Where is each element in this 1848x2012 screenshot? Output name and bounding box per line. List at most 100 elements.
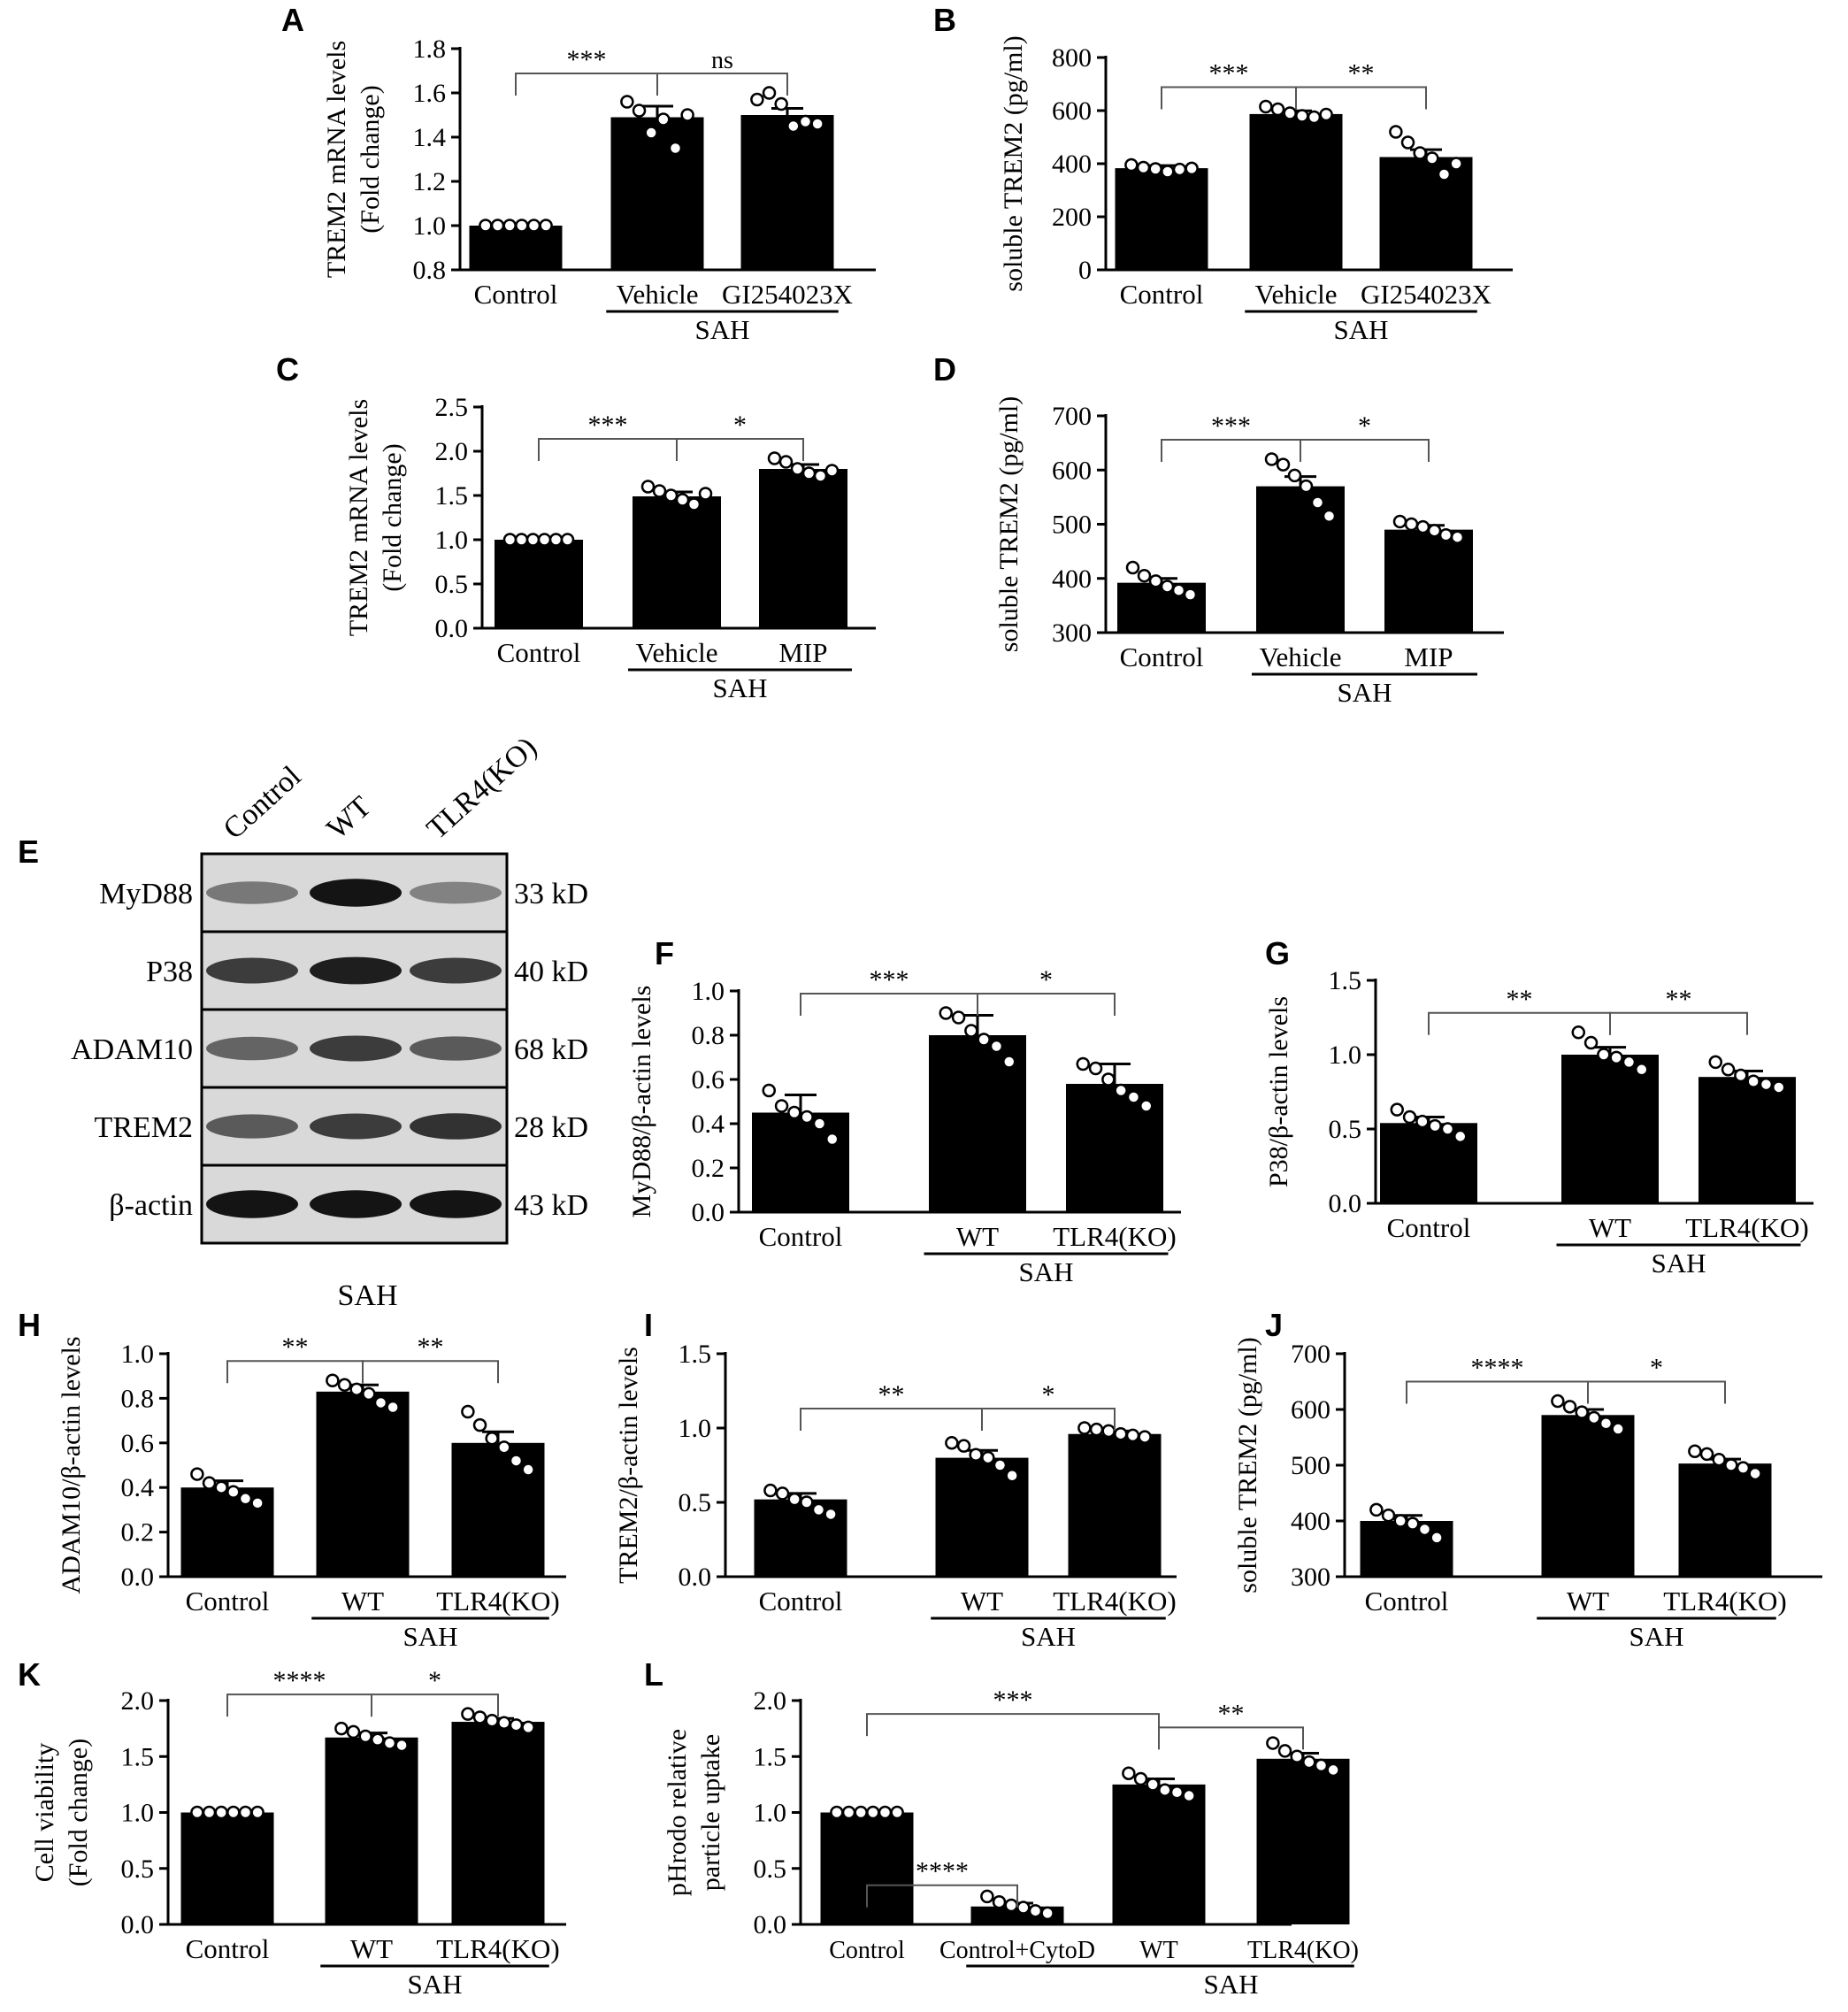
x-tick-label: GI254023X <box>1361 279 1491 310</box>
panel-letter-h: H <box>18 1307 41 1343</box>
x-tick-label: TLR4(KO) <box>1053 1586 1176 1617</box>
bar-control <box>495 540 583 628</box>
data-point <box>778 455 794 469</box>
data-point <box>800 1110 814 1125</box>
data-point <box>1562 1400 1577 1414</box>
data-point <box>762 86 777 100</box>
data-point <box>1136 160 1151 175</box>
data-point <box>830 1805 844 1820</box>
data-point <box>1430 1531 1444 1545</box>
data-point <box>1734 1068 1748 1083</box>
data-point <box>1158 1783 1172 1797</box>
bar-wt <box>316 1391 410 1577</box>
molecular-weight-label: 40 kD <box>514 956 588 988</box>
group-label: SAH <box>1337 677 1392 708</box>
data-point <box>1124 157 1139 173</box>
significance-label: * <box>733 411 747 440</box>
significance-bracket <box>1587 1380 1726 1404</box>
data-point <box>349 1382 364 1397</box>
data-point <box>1571 1025 1585 1040</box>
data-point <box>1381 1508 1396 1523</box>
x-tick-label: Control <box>474 279 558 310</box>
data-point <box>1314 1758 1329 1773</box>
y-tick-label: 700 <box>1291 1340 1330 1369</box>
x-tick-label: Control <box>829 1937 905 1964</box>
y-tick-label: 2.0 <box>754 1686 787 1716</box>
y-tick-label: 1.2 <box>413 167 447 196</box>
western-blot-panel: E Control WT TLR4(KO) MyD88 33 kD P38 40 kD ADAM… <box>18 731 588 1312</box>
data-point <box>502 219 517 233</box>
data-point <box>1287 468 1302 483</box>
data-point <box>1699 1447 1714 1462</box>
bar-mip <box>1384 529 1473 633</box>
y-tick-label: 500 <box>1291 1451 1330 1480</box>
group-label: SAH <box>712 672 767 703</box>
group-label: SAH <box>1629 1621 1683 1652</box>
significance-bracket <box>1295 86 1427 110</box>
data-point <box>680 108 694 122</box>
data-point <box>1137 568 1152 583</box>
data-point <box>1400 135 1415 150</box>
molecular-weight-label: 33 kD <box>514 878 588 910</box>
y-tick-label: 1.0 <box>754 1799 787 1828</box>
x-tick-label: TLR4(KO) <box>1685 1212 1808 1243</box>
data-point <box>1114 1083 1128 1098</box>
data-point <box>969 1448 983 1462</box>
bar-tlr4-ko- <box>1256 1758 1350 1924</box>
significance-bracket <box>362 1360 499 1384</box>
significance-label: * <box>428 1666 441 1695</box>
y-tick-label: 1.0 <box>435 526 469 555</box>
significance-label: * <box>1650 1354 1663 1383</box>
data-point <box>790 462 805 476</box>
data-point <box>786 119 801 134</box>
bar-gi254023x <box>740 115 834 270</box>
data-point <box>1183 587 1198 602</box>
data-point <box>190 1467 204 1481</box>
data-point <box>1393 1514 1407 1528</box>
data-point <box>767 451 782 465</box>
y-tick-label: 600 <box>1052 456 1092 485</box>
data-point <box>461 1404 475 1419</box>
group-label: SAH <box>1021 1621 1076 1652</box>
x-tick-label: TLR4(KO) <box>436 1586 559 1617</box>
data-point <box>334 1721 349 1736</box>
x-tick-label: MIP <box>778 637 827 668</box>
data-point <box>1427 524 1442 538</box>
data-point <box>514 533 529 547</box>
data-point <box>1326 1762 1340 1778</box>
panel-letter-l: L <box>644 1656 663 1693</box>
data-point <box>620 95 634 109</box>
data-point <box>989 1039 1004 1054</box>
group-label: SAH <box>407 1969 462 2000</box>
lane-label: Control <box>218 760 308 846</box>
y-tick-label: 0 <box>1078 256 1092 285</box>
data-point <box>1148 162 1162 176</box>
bar-vehicle <box>633 496 721 628</box>
data-point <box>337 1378 352 1393</box>
blot-band <box>310 956 402 985</box>
data-point <box>1160 580 1175 594</box>
data-point <box>964 1024 978 1038</box>
x-tick-label: TLR4(KO) <box>1663 1586 1786 1617</box>
y-axis-label: TREM2 mRNA levels <box>322 41 351 278</box>
molecular-weight-label: 28 kD <box>514 1111 588 1144</box>
y-axis-label: soluble TREM2 (pg/ml) <box>994 396 1024 652</box>
data-point <box>1126 1090 1141 1104</box>
bar-vehicle <box>610 117 704 270</box>
data-point <box>1290 1749 1304 1763</box>
data-point <box>945 1436 959 1450</box>
significance-bracket <box>981 1408 1116 1431</box>
x-tick-label: WT <box>1567 1586 1609 1617</box>
data-point <box>798 114 813 129</box>
x-tick-label: GI254023X <box>722 279 853 310</box>
y-axis-label: soluble TREM2 (pg/ml) <box>1233 1337 1262 1593</box>
y-tick-label: 300 <box>1052 618 1092 648</box>
y-tick-label: 0.0 <box>679 1563 712 1592</box>
data-point <box>1004 1898 1018 1913</box>
x-tick-label: WT <box>961 1586 1003 1617</box>
significance-bracket <box>866 1713 1160 1737</box>
significance-bracket <box>1300 439 1430 462</box>
significance-bracket <box>1158 1726 1304 1750</box>
panel-letter-a: A <box>281 2 304 38</box>
data-point <box>1028 1904 1043 1918</box>
